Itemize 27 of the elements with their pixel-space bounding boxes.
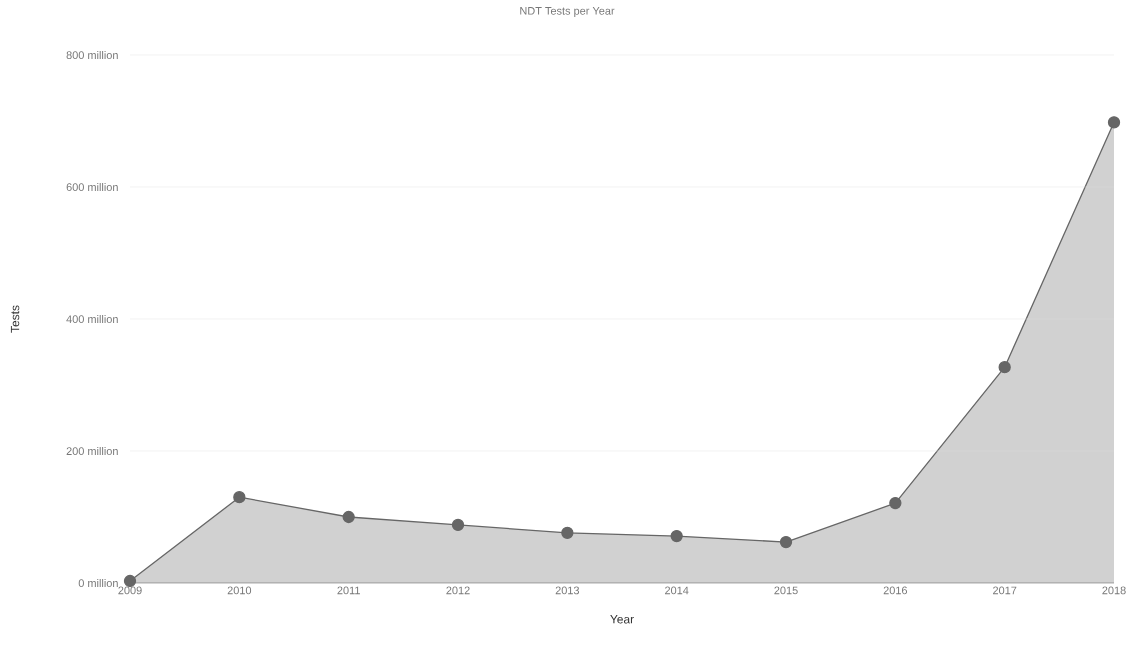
x-tick-label: 2013 bbox=[555, 586, 580, 595]
x-tick-label: 2017 bbox=[993, 586, 1017, 595]
y-tick-label: 800 million bbox=[66, 50, 118, 60]
point bbox=[451, 518, 465, 532]
y-tick-label: 0 million bbox=[78, 578, 118, 588]
x-tick-label: 2011 bbox=[337, 586, 360, 595]
y-axis-title: Tests bbox=[10, 305, 20, 333]
x-tick-label: 2018 bbox=[1102, 586, 1126, 595]
x-tick-label: 2012 bbox=[446, 586, 470, 595]
x-tick-label: 2010 bbox=[227, 586, 252, 595]
x-tick-label: 2016 bbox=[883, 586, 908, 595]
point bbox=[670, 529, 683, 543]
point bbox=[1107, 116, 1121, 129]
y-tick-label: 200 million bbox=[66, 446, 118, 456]
point bbox=[561, 526, 574, 539]
point bbox=[889, 496, 902, 510]
point bbox=[998, 361, 1011, 374]
y-tick-label: 400 million bbox=[66, 314, 118, 324]
x-tick-label: 2009 bbox=[118, 586, 142, 595]
point bbox=[342, 510, 355, 524]
x-tick-label: 2015 bbox=[774, 586, 798, 595]
point bbox=[233, 491, 246, 504]
x-axis-title: Year bbox=[610, 615, 634, 624]
chart-title: NDT Tests per Year bbox=[520, 7, 615, 17]
x-tick-label: 2014 bbox=[665, 586, 689, 595]
point bbox=[779, 535, 793, 549]
y-tick-label: 600 million bbox=[66, 182, 118, 192]
